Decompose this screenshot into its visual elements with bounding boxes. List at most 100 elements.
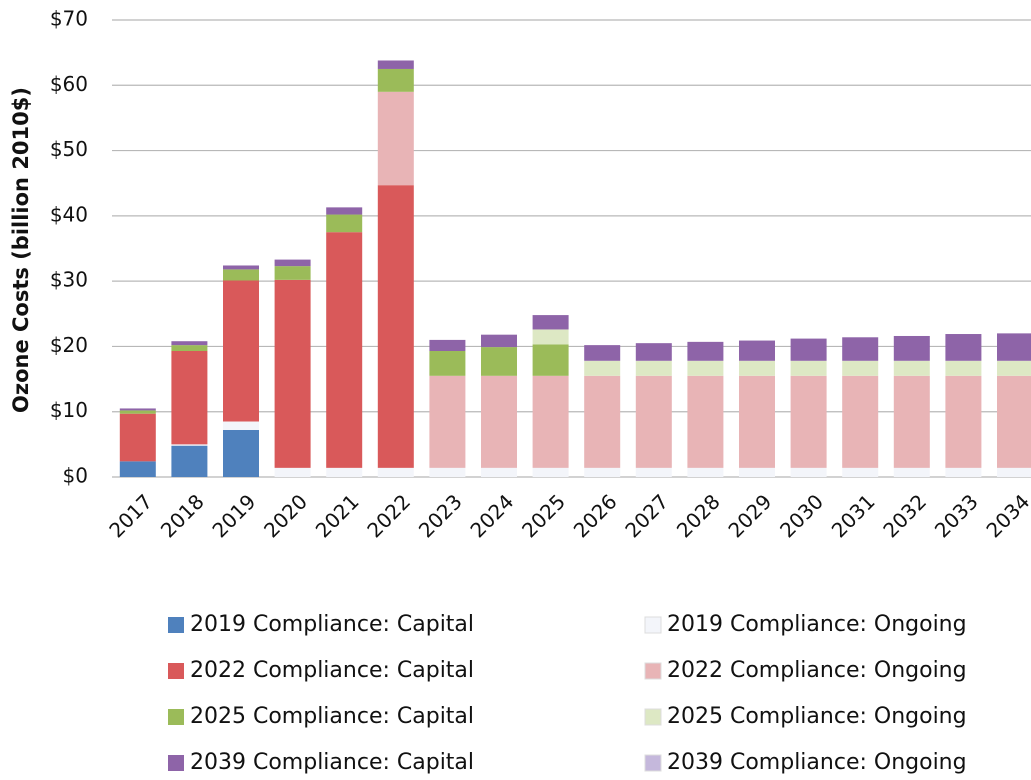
y-tick-label: $30	[50, 268, 88, 292]
bar-segment	[945, 375, 982, 468]
x-tick-label: 2023	[414, 489, 467, 542]
x-tick-label: 2022	[362, 489, 415, 542]
bar-segment	[377, 68, 414, 92]
bar-segment	[326, 207, 363, 215]
bar-segment	[171, 350, 208, 445]
bar-segment	[790, 338, 827, 361]
bar-segment	[223, 280, 259, 422]
legend-swatch	[644, 616, 662, 634]
bar-segment	[171, 345, 208, 351]
legend-swatch	[644, 662, 662, 680]
bar-segment	[326, 467, 363, 477]
bar-segment	[119, 410, 156, 414]
bar-segment	[119, 413, 156, 462]
legend-label: 2039 Compliance: Capital	[190, 750, 474, 775]
bar-segment	[274, 266, 311, 280]
legend-label: 2022 Compliance: Ongoing	[667, 658, 967, 683]
legend-swatch	[644, 708, 662, 726]
bar-segment	[223, 265, 259, 270]
bar-segment	[945, 467, 982, 477]
bar-segment	[481, 375, 517, 468]
legend-swatch	[168, 663, 184, 679]
bar-segment	[326, 214, 363, 233]
bar-segment	[687, 360, 724, 376]
bar-segment	[635, 360, 672, 376]
bar-segment	[739, 467, 775, 477]
bar-segment	[377, 467, 414, 477]
bar-segment	[429, 467, 466, 477]
bar-segment	[171, 444, 208, 446]
y-tick-label: $60	[50, 72, 88, 96]
bar-segment	[584, 375, 621, 468]
x-tick-label: 2028	[672, 489, 725, 542]
bar-segment	[687, 375, 724, 468]
x-tick-label: 2032	[878, 489, 931, 542]
bar-segment	[377, 91, 414, 186]
legend-swatch	[168, 617, 184, 633]
bar-segment	[739, 340, 775, 361]
x-tick-label: 2031	[827, 489, 880, 542]
bar-segment	[223, 421, 259, 430]
x-tick-label: 2018	[156, 489, 209, 542]
x-tick-label: 2021	[311, 489, 364, 542]
bar-segment	[119, 408, 156, 411]
bar-segment	[481, 347, 517, 376]
bar-segment	[532, 375, 569, 468]
legend-swatch	[168, 709, 184, 725]
legend-swatch	[168, 755, 184, 771]
bar-segment	[171, 445, 208, 477]
legend-label: 2039 Compliance: Ongoing	[667, 750, 967, 775]
bar-segment	[790, 360, 827, 376]
bar-segment	[274, 467, 311, 477]
bar-segment	[893, 335, 930, 361]
bar-segment	[997, 467, 1031, 477]
x-tick-label: 2017	[104, 489, 157, 542]
x-tick-label: 2019	[207, 489, 260, 542]
bar-segment	[429, 375, 466, 468]
bar-segment	[377, 60, 414, 69]
x-tick-label: 2030	[775, 489, 828, 542]
bar-segment	[687, 467, 724, 477]
bar-segment	[223, 429, 259, 477]
bar-segment	[893, 375, 930, 468]
bar-segment	[739, 360, 775, 376]
bar-segment	[532, 344, 569, 376]
bar-segment	[584, 467, 621, 477]
bar-segment	[171, 341, 208, 346]
bar-segment	[687, 341, 724, 361]
bar-segment	[997, 375, 1031, 468]
legend-label: 2019 Compliance: Ongoing	[667, 612, 967, 637]
bar-segment	[790, 375, 827, 468]
bar-segment	[119, 461, 156, 477]
bar-segment	[532, 467, 569, 477]
bar-segment	[532, 329, 569, 345]
legend-label: 2025 Compliance: Ongoing	[667, 704, 967, 729]
bar-segment	[635, 343, 672, 361]
bar-segment	[635, 375, 672, 468]
bar-segment	[842, 360, 879, 376]
y-tick-label: $50	[50, 137, 88, 161]
bar-segment	[945, 360, 982, 376]
legend-label: 2019 Compliance: Capital	[190, 612, 474, 637]
bar-segment	[842, 375, 879, 468]
x-tick-label: 2020	[259, 489, 312, 542]
bar-segment	[584, 345, 621, 361]
bar-segment	[429, 339, 466, 351]
bar-segment	[893, 360, 930, 376]
legend-swatch	[644, 754, 662, 772]
x-tick-label: 2026	[569, 489, 622, 542]
bar-segment	[481, 467, 517, 477]
bar-segment	[223, 269, 259, 281]
y-tick-label: $20	[50, 333, 88, 357]
bar-segment	[842, 337, 879, 361]
y-axis-label: Ozone Costs (billion 2010$)	[9, 87, 33, 413]
bar-segment	[997, 360, 1031, 376]
x-tick-label: 2033	[930, 489, 983, 542]
bar-segment	[326, 232, 363, 468]
legend-label: 2025 Compliance: Capital	[190, 704, 474, 729]
x-tick-label: 2029	[723, 489, 776, 542]
x-tick-label: 2024	[465, 489, 518, 542]
bar-segment	[274, 279, 311, 468]
bar-segment	[842, 467, 879, 477]
